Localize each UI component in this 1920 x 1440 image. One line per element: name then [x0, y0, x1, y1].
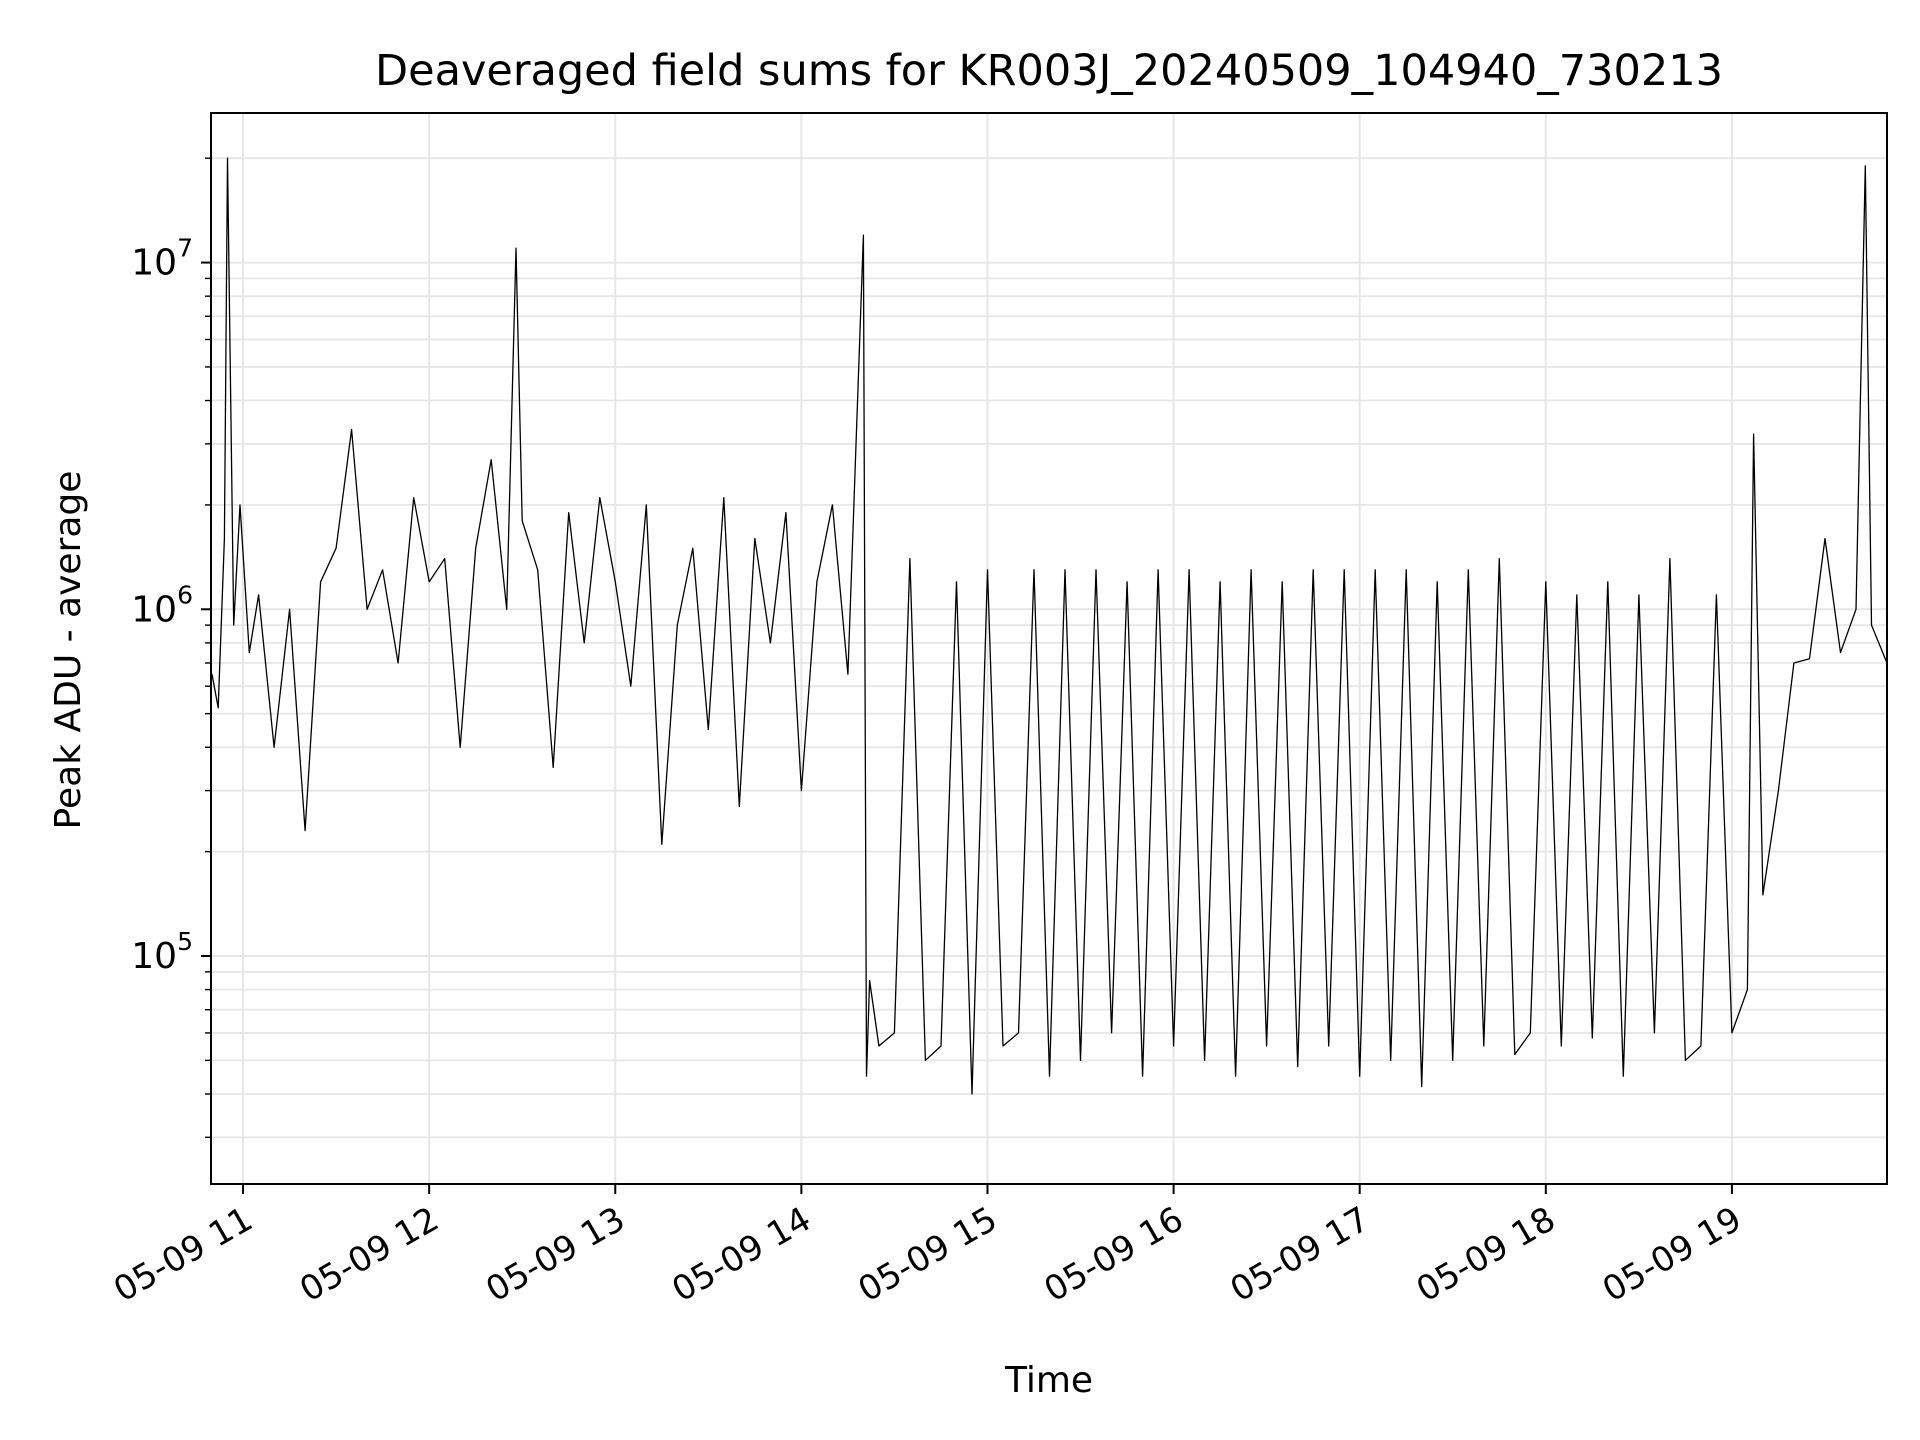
series-line	[211, 157, 1888, 1095]
y-tick-exponent: 6	[177, 580, 193, 609]
plot-frame	[210, 112, 1888, 1185]
y-axis-label: Peak ADU - average	[48, 471, 89, 830]
y-tick-base: 10	[131, 589, 177, 630]
y-tick-label: 105	[131, 927, 193, 977]
y-tick-exponent: 7	[177, 234, 193, 263]
y-tick-base: 10	[131, 243, 177, 284]
y-tick-base: 10	[131, 936, 177, 977]
y-tick-label: 106	[131, 580, 193, 630]
chart-title: Deaveraged field sums for KR003J_2024050…	[375, 46, 1723, 96]
y-tick-label: 107	[131, 234, 193, 284]
x-axis-label: Time	[1004, 1360, 1093, 1401]
grid	[211, 113, 1887, 1184]
y-tick-exponent: 5	[177, 927, 193, 956]
